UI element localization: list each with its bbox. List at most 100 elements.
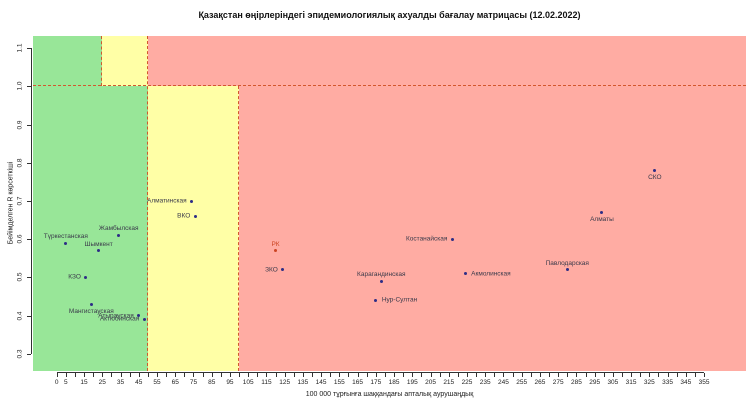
y-tick-label: 1.1 <box>16 43 24 53</box>
x-tick <box>421 373 423 377</box>
data-point <box>600 210 604 214</box>
x-tick <box>622 373 623 377</box>
x-tick <box>694 373 696 377</box>
data-point <box>379 279 383 283</box>
x-tick <box>111 373 113 377</box>
y-tick <box>27 315 31 317</box>
data-point-label: Мангистауская <box>68 308 114 316</box>
x-tick <box>202 373 204 377</box>
x-tick <box>603 373 605 377</box>
data-point-label: СКО <box>648 174 662 182</box>
data-point <box>64 241 68 245</box>
threshold-line-r <box>33 85 746 87</box>
x-tick <box>138 373 140 377</box>
x-tick <box>229 373 231 377</box>
x-tick <box>649 373 651 377</box>
x-tick-label: 195 <box>406 379 418 386</box>
x-tick <box>457 373 459 377</box>
threshold-line-incidence <box>238 86 240 371</box>
data-point-label: Алматинская <box>147 197 187 205</box>
x-tick-label: 245 <box>498 379 509 386</box>
data-point <box>89 302 93 306</box>
x-tick <box>412 373 414 377</box>
y-axis-line <box>31 48 32 354</box>
data-point-label: Атырауская <box>98 312 134 320</box>
x-tick <box>166 373 168 377</box>
x-tick <box>612 373 614 377</box>
x-tick-label: 235 <box>479 379 491 386</box>
data-point <box>450 237 454 241</box>
data-point <box>193 214 197 218</box>
data-point <box>84 275 88 279</box>
data-point <box>97 249 101 253</box>
x-tick <box>220 373 222 377</box>
data-point-label: Алматы <box>590 216 614 224</box>
x-tick <box>157 373 158 377</box>
x-tick <box>366 373 368 377</box>
x-tick-label: 75 <box>189 379 198 386</box>
data-point-label: ВКО <box>177 212 191 220</box>
x-tick <box>448 373 450 377</box>
x-tick <box>275 373 277 377</box>
zone-green-low <box>33 86 148 371</box>
x-tick-label: 265 <box>534 379 546 386</box>
x-tick <box>375 373 377 377</box>
x-tick-label: 275 <box>552 379 564 386</box>
data-point-label: Павлодарская <box>545 259 589 267</box>
x-tick <box>667 373 669 377</box>
x-tick <box>658 373 660 377</box>
x-tick <box>65 373 67 377</box>
x-tick-label: 145 <box>315 379 327 386</box>
x-tick <box>129 373 131 377</box>
x-tick <box>239 373 241 377</box>
x-tick <box>640 373 642 377</box>
x-axis-title: 100 000 тұрғынға шаққандағы апталық ауру… <box>305 391 474 398</box>
x-tick <box>120 373 122 377</box>
x-axis-line <box>56 372 705 373</box>
x-tick <box>403 373 405 377</box>
x-tick <box>439 373 441 377</box>
data-point-label: Нур-Султан <box>381 296 418 304</box>
x-tick-label: 15 <box>80 379 88 386</box>
data-point <box>190 199 194 203</box>
x-tick <box>74 373 76 377</box>
x-tick <box>211 373 213 377</box>
data-point <box>565 268 569 272</box>
x-tick-label: 165 <box>352 379 364 386</box>
y-tick <box>27 201 31 203</box>
x-tick-label: 135 <box>297 379 309 386</box>
x-tick-label: 355 <box>698 379 710 386</box>
zone-red-high <box>147 36 746 87</box>
chart-title: Қазақстан өңірлеріндегі эпидемиологиялық… <box>198 10 581 20</box>
x-tick <box>539 373 541 377</box>
y-tick <box>27 162 31 164</box>
x-tick <box>704 373 706 377</box>
x-tick <box>284 373 286 377</box>
data-point <box>281 268 285 272</box>
x-tick-label: 225 <box>461 379 473 386</box>
x-tick-label: 35 <box>116 379 125 386</box>
data-point <box>463 272 467 276</box>
threshold-line-incidence <box>146 36 148 371</box>
x-tick-label: 255 <box>516 379 528 386</box>
x-tick-label: 305 <box>607 379 619 386</box>
x-tick <box>594 373 596 377</box>
x-tick <box>193 373 195 377</box>
x-tick <box>530 373 532 377</box>
data-point-label: Акмолинская <box>471 270 511 278</box>
x-tick <box>321 373 323 377</box>
x-tick-label: 185 <box>388 379 400 386</box>
x-tick <box>512 373 514 377</box>
x-tick <box>467 373 468 377</box>
x-tick-label: 205 <box>425 379 436 386</box>
x-tick-label: 65 <box>171 379 179 386</box>
y-tick <box>27 124 31 126</box>
data-point <box>117 233 121 237</box>
x-tick-label: 175 <box>370 379 382 386</box>
x-tick-label: 85 <box>208 379 216 386</box>
y-tick <box>27 239 31 241</box>
data-point-label: ЗКО <box>265 266 278 274</box>
data-point-label: Түркестанская <box>43 233 88 241</box>
x-tick-label: 345 <box>680 379 692 386</box>
